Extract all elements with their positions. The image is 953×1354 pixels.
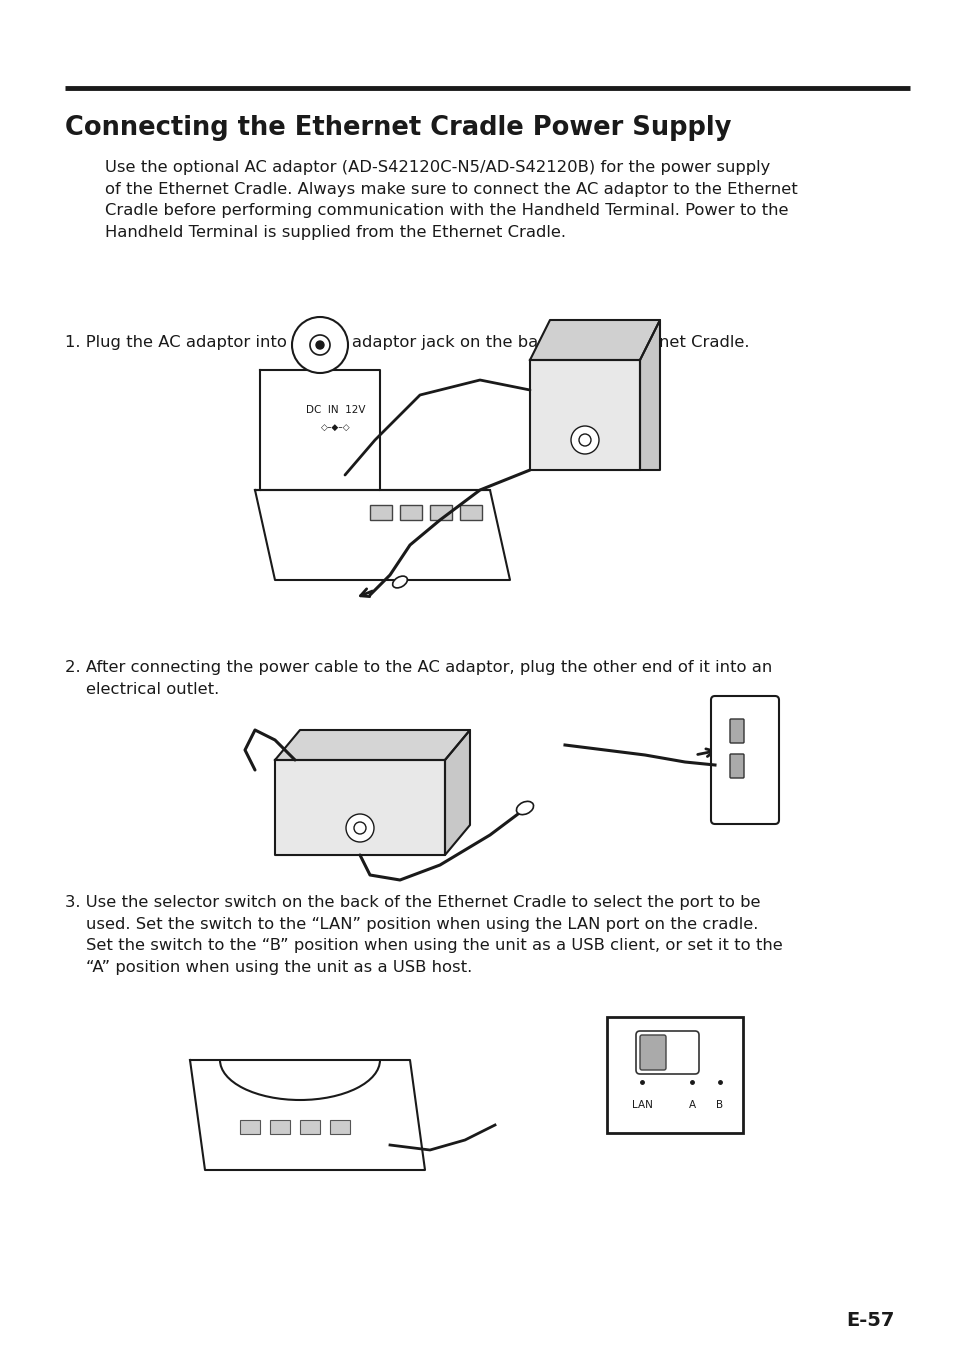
FancyBboxPatch shape: [639, 1034, 665, 1070]
Circle shape: [346, 814, 374, 842]
Bar: [399, 505, 421, 520]
Polygon shape: [639, 320, 659, 470]
Text: Use the optional AC adaptor (AD-S42120C-N5/AD-S42120B) for the power supply
of t: Use the optional AC adaptor (AD-S42120C-…: [105, 160, 797, 240]
Polygon shape: [530, 320, 659, 360]
Bar: [370, 505, 392, 520]
Text: 1. Plug the AC adaptor into the AC adaptor jack on the back of the Ethernet Crad: 1. Plug the AC adaptor into the AC adapt…: [65, 334, 749, 349]
Text: ◇–◆–◇: ◇–◆–◇: [321, 422, 351, 432]
Bar: [459, 505, 481, 520]
Polygon shape: [274, 730, 470, 760]
Circle shape: [571, 427, 598, 454]
Text: DC  IN  12V: DC IN 12V: [306, 405, 365, 414]
Text: 3. Use the selector switch on the back of the Ethernet Cradle to select the port: 3. Use the selector switch on the back o…: [65, 895, 781, 975]
Polygon shape: [190, 1060, 424, 1170]
FancyBboxPatch shape: [729, 719, 743, 743]
Text: A: A: [688, 1099, 695, 1110]
Circle shape: [292, 317, 348, 372]
Ellipse shape: [393, 575, 407, 588]
Text: 2. After connecting the power cable to the AC adaptor, plug the other end of it : 2. After connecting the power cable to t…: [65, 659, 771, 696]
Circle shape: [315, 341, 324, 349]
Text: LAN: LAN: [631, 1099, 652, 1110]
Bar: [270, 1120, 290, 1135]
Circle shape: [310, 334, 330, 355]
Text: Connecting the Ethernet Cradle Power Supply: Connecting the Ethernet Cradle Power Sup…: [65, 115, 731, 141]
FancyBboxPatch shape: [729, 754, 743, 779]
Polygon shape: [254, 490, 510, 580]
Polygon shape: [444, 730, 470, 854]
Bar: [430, 505, 452, 520]
Text: B: B: [716, 1099, 722, 1110]
Bar: [330, 1120, 350, 1135]
Ellipse shape: [516, 802, 533, 815]
Polygon shape: [530, 360, 639, 470]
Circle shape: [354, 822, 366, 834]
Polygon shape: [260, 370, 379, 490]
Bar: [240, 1120, 260, 1135]
Bar: [299, 1120, 319, 1135]
FancyBboxPatch shape: [636, 1030, 699, 1074]
Circle shape: [578, 435, 590, 445]
Text: E-57: E-57: [845, 1311, 894, 1330]
FancyBboxPatch shape: [710, 696, 779, 825]
Polygon shape: [274, 760, 444, 854]
FancyBboxPatch shape: [606, 1017, 742, 1133]
